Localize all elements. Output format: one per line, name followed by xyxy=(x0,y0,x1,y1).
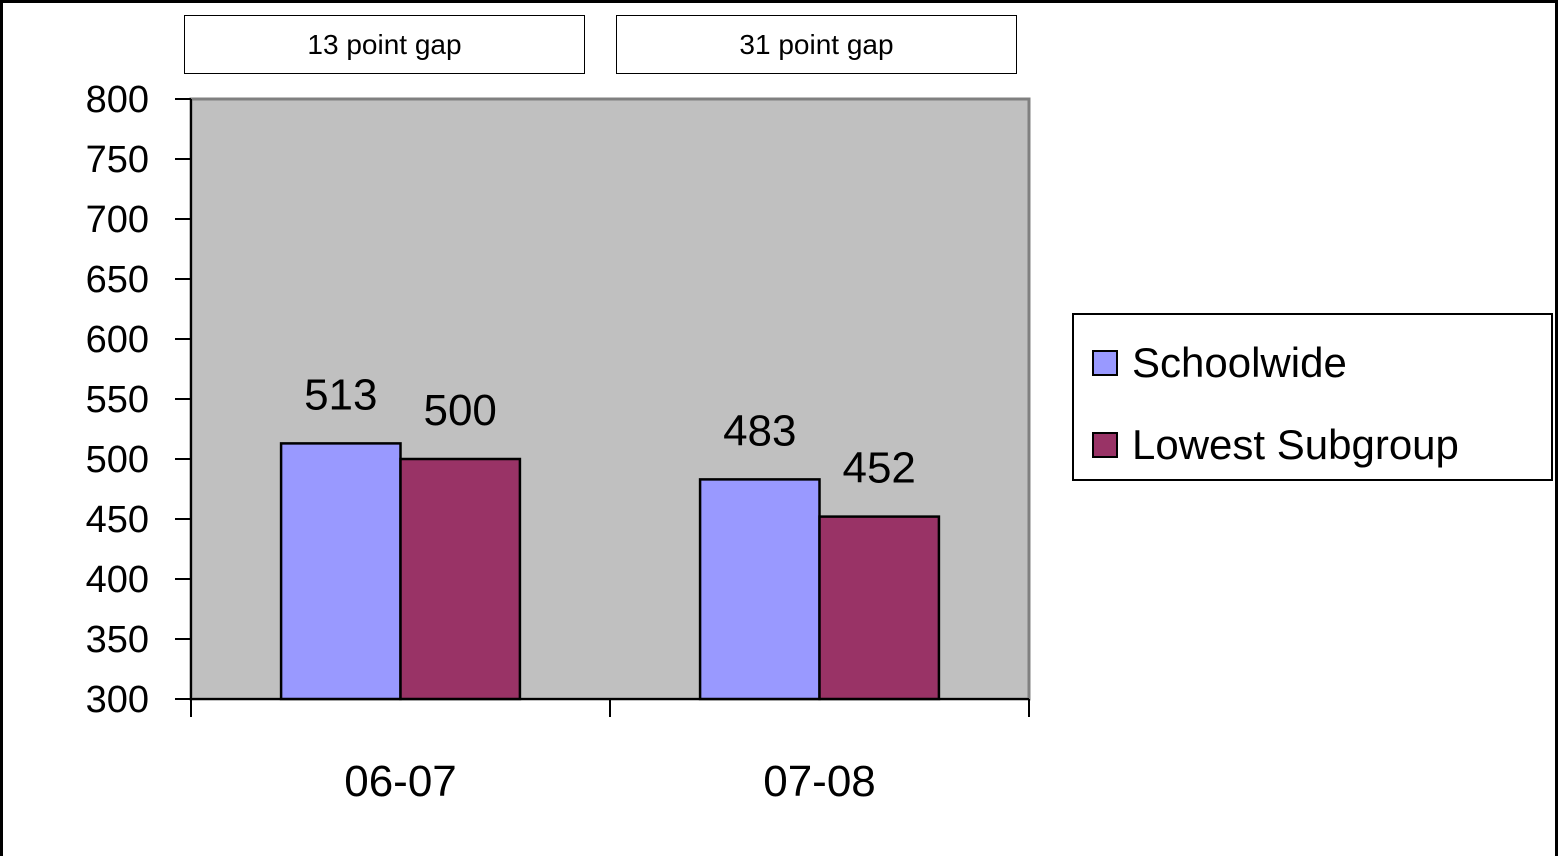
y-tick-label: 500 xyxy=(86,439,149,481)
y-tick-label: 450 xyxy=(86,499,149,541)
legend-swatch-lowest-subgroup xyxy=(1092,432,1118,458)
data-label: 452 xyxy=(842,444,915,493)
x-tick-label: 07-08 xyxy=(763,757,876,806)
legend-label-lowest-subgroup: Lowest Subgroup xyxy=(1132,421,1459,468)
legend-item-lowest-subgroup: Lowest Subgroup xyxy=(1092,417,1459,473)
legend-swatch-schoolwide xyxy=(1092,350,1118,376)
legend: Schoolwide Lowest Subgroup xyxy=(1072,313,1553,481)
bar xyxy=(818,515,941,701)
y-tick-label: 300 xyxy=(86,679,149,721)
y-tick-label: 600 xyxy=(86,319,149,361)
gap-annotation-left: 13 point gap xyxy=(184,15,585,74)
gap-annotation-right: 31 point gap xyxy=(616,15,1017,74)
y-tick-label: 550 xyxy=(86,379,149,421)
data-label: 513 xyxy=(304,370,377,419)
y-tick-label: 400 xyxy=(86,559,149,601)
y-tick-label: 800 xyxy=(86,79,149,121)
bar-chart: 800 750 700 650 600 550 500 450 400 350 300 513 500 0… xyxy=(86,79,1031,806)
bar xyxy=(698,478,821,701)
y-tick-label: 700 xyxy=(86,199,149,241)
y-tick-label: 350 xyxy=(86,619,149,661)
legend-label-schoolwide: Schoolwide xyxy=(1132,339,1347,386)
bar xyxy=(399,457,522,701)
legend-item-schoolwide: Schoolwide xyxy=(1092,335,1347,391)
y-tick-label: 650 xyxy=(86,259,149,301)
y-tick-label: 750 xyxy=(86,139,149,181)
bar xyxy=(279,442,402,701)
x-tick-label: 06-07 xyxy=(344,757,457,806)
data-label: 500 xyxy=(423,386,496,435)
data-label: 483 xyxy=(723,406,796,455)
